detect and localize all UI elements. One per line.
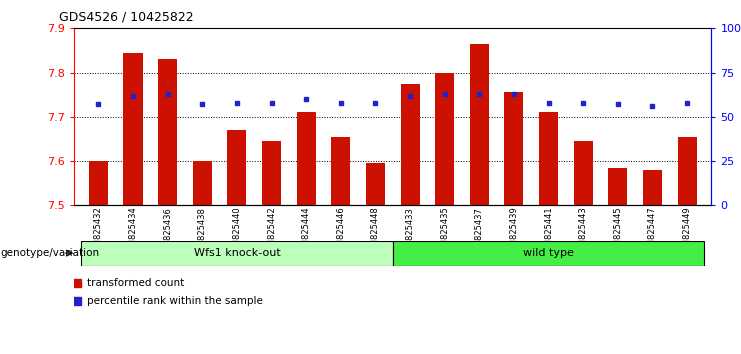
- Bar: [124, 53, 142, 205]
- Bar: [262, 141, 281, 205]
- Bar: [677, 137, 697, 205]
- Bar: [539, 112, 558, 205]
- Bar: [643, 170, 662, 205]
- Bar: [331, 137, 350, 205]
- Text: wild type: wild type: [523, 248, 574, 258]
- Bar: [227, 130, 247, 205]
- Bar: [470, 44, 489, 205]
- Text: genotype/variation: genotype/variation: [1, 248, 100, 258]
- Bar: [89, 161, 108, 205]
- Text: Wfs1 knock-out: Wfs1 knock-out: [193, 248, 280, 258]
- Bar: [366, 163, 385, 205]
- Bar: [574, 141, 593, 205]
- Bar: [435, 73, 454, 205]
- Text: transformed count: transformed count: [87, 278, 184, 288]
- Bar: [401, 84, 419, 205]
- Bar: [608, 168, 628, 205]
- Bar: [393, 241, 705, 266]
- Bar: [296, 112, 316, 205]
- Text: GDS4526 / 10425822: GDS4526 / 10425822: [59, 11, 194, 24]
- Bar: [193, 161, 212, 205]
- Bar: [505, 92, 523, 205]
- Bar: [158, 59, 177, 205]
- Text: percentile rank within the sample: percentile rank within the sample: [87, 296, 263, 306]
- Bar: [81, 241, 393, 266]
